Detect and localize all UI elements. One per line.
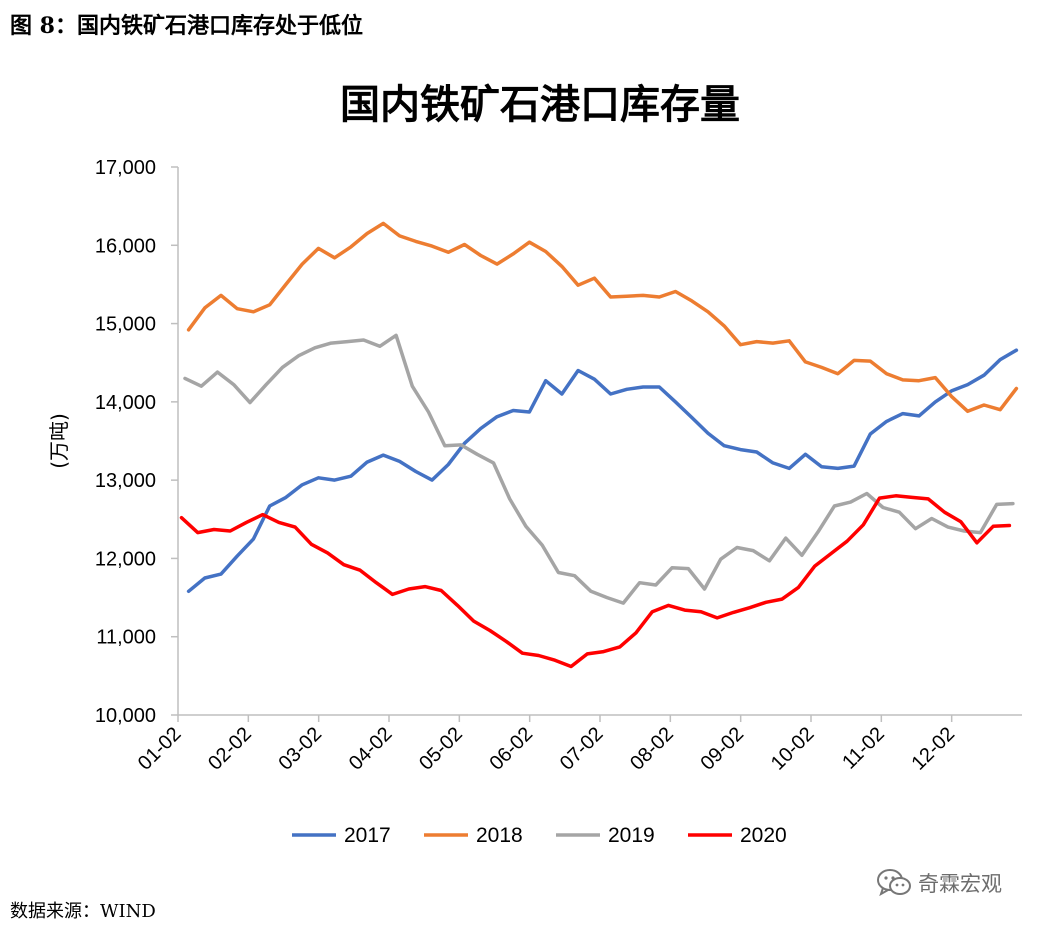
x-tick-label: 09-02 [696, 723, 748, 775]
x-tick-label: 07-02 [556, 723, 608, 775]
y-tick-label: 17,000 [95, 157, 156, 179]
x-tick-label: 05-02 [415, 723, 467, 775]
series-line-2020 [179, 494, 1012, 669]
x-tick-label: 10-02 [767, 723, 819, 775]
series-lines [179, 221, 1019, 669]
y-tick-label: 16,000 [95, 235, 156, 257]
series-line-2019 [183, 333, 1015, 605]
figure-caption: 图 8：国内铁矿石港口库存处于低位 [10, 13, 363, 39]
y-tick-label: 13,000 [95, 470, 156, 492]
legend-label-2017: 2017 [344, 824, 391, 847]
x-tick-label: 06-02 [485, 723, 537, 775]
legend-label-2018: 2018 [476, 824, 523, 847]
y-tick-label: 11,000 [96, 627, 156, 649]
legend-label-2019: 2019 [608, 824, 655, 847]
y-tick-label: 12,000 [95, 548, 156, 570]
y-axis: 10,000 11,000 12,000 13,000 14,000 15,000 16,0… [95, 157, 179, 727]
x-tick-label: 08-02 [626, 723, 678, 775]
y-tick-label: 14,000 [95, 392, 156, 414]
x-axis: 01-02 02-02 03-02 04-02 05-02 06-02 07-02 08-02… [134, 714, 1022, 775]
y-tick-label: 15,000 [95, 314, 156, 336]
wechat-icon [877, 869, 911, 897]
y-axis-label: (万吨) [47, 413, 71, 469]
x-tick-label: 04-02 [345, 723, 397, 775]
x-tick-label: 02-02 [204, 723, 256, 775]
series-line-2018 [186, 221, 1019, 414]
y-tick-label: 10,000 [95, 705, 156, 727]
x-tick-label: 03-02 [274, 723, 326, 775]
watermark-text: 奇霖宏观 [918, 872, 1002, 896]
legend: 2017 2018 2019 2020 [292, 824, 787, 847]
series-line-2017 [186, 348, 1019, 594]
legend-label-2020: 2020 [740, 824, 787, 847]
x-tick-label: 11-02 [838, 723, 889, 774]
x-tick-label: 12-02 [907, 723, 959, 775]
x-tick-label: 01-02 [134, 723, 186, 775]
source-note: 数据来源：WIND [10, 901, 156, 922]
watermark: 奇霖宏观 [876, 866, 1002, 900]
chart-title: 国内铁矿石港口库存量 [340, 82, 740, 128]
